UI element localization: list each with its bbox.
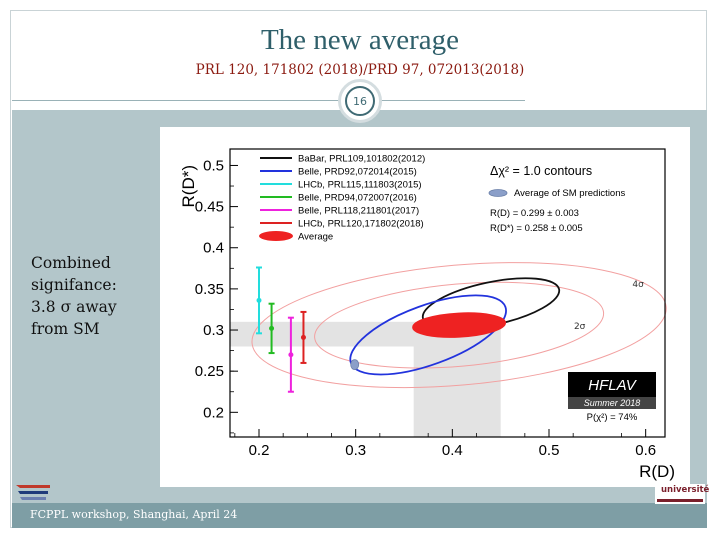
chart-card: 2σ 4σ 0.2 0.3 0.4 0.5 0.6 0.2 0.25 0.3 0.35 0.4 0.45… bbox=[160, 127, 690, 487]
plot-frame bbox=[229, 148, 666, 438]
x-tick-label: 0.3 bbox=[345, 442, 366, 459]
university-logo-text: université bbox=[661, 485, 710, 495]
page-number: 16 bbox=[345, 86, 375, 116]
x-tick-label: 0.4 bbox=[442, 442, 463, 459]
y-axis-label: R(D*) bbox=[179, 165, 198, 208]
sm-legend-swatch bbox=[488, 189, 508, 197]
side-note-line: Combined bbox=[31, 254, 111, 272]
sigma-contour bbox=[251, 262, 667, 389]
sm-legend-label: Average of SM predictions bbox=[514, 188, 625, 199]
x-tick-label: 0.6 bbox=[635, 442, 656, 459]
header-rule bbox=[12, 100, 525, 101]
footer-text: FCPPL workshop, Shanghai, April 24 bbox=[30, 508, 238, 521]
legend-label: Belle, PRD92,072014(2015) bbox=[298, 167, 417, 178]
measurement-point bbox=[256, 297, 262, 303]
legend-swatch bbox=[259, 231, 293, 241]
y-tick-label: 0.3 bbox=[203, 322, 224, 339]
legend-label: LHCb, PRL120,171802(2018) bbox=[298, 219, 424, 230]
measurement-point bbox=[288, 352, 294, 358]
y-tick-label: 0.35 bbox=[195, 281, 224, 298]
hflav-name: HFLAV bbox=[588, 377, 638, 394]
sm-prediction-point bbox=[350, 359, 360, 370]
slide-title: The new average bbox=[260, 24, 460, 56]
legend-label: LHCb, PRL115,111803(2015) bbox=[298, 180, 422, 191]
y-tick-label: 0.2 bbox=[203, 404, 224, 421]
y-tick-label: 0.45 bbox=[195, 199, 224, 216]
y-tick-label: 0.25 bbox=[195, 363, 224, 380]
side-note: Combined signifance: 3.8 σ away from SM bbox=[31, 252, 151, 340]
hflav-edition: Summer 2018 bbox=[584, 398, 641, 408]
hflav-badge bbox=[568, 372, 656, 397]
chart-svg: 2σ 4σ 0.2 0.3 0.4 0.5 0.6 0.2 0.25 0.3 0.35 0.4 0.45… bbox=[179, 148, 675, 481]
sigma-label: 2σ bbox=[574, 322, 586, 332]
footer-bar bbox=[12, 503, 707, 528]
sigma-contour bbox=[314, 281, 605, 369]
hflav-edition-bar bbox=[568, 397, 656, 409]
page-number-badge: 16 bbox=[338, 79, 382, 123]
side-note-line: from SM bbox=[31, 320, 100, 338]
average-ellipse bbox=[412, 312, 507, 338]
legend-label: Belle, PRL118,211801(2017) bbox=[298, 206, 419, 217]
x-tick-label: 0.5 bbox=[539, 442, 560, 459]
university-logo-icon: université bbox=[655, 484, 709, 504]
legend-label: BaBar, PRL109,101802(2012) bbox=[298, 154, 425, 165]
side-note-line: signifance: bbox=[31, 276, 117, 294]
measurement-point bbox=[269, 325, 275, 331]
sm-rdstar-text: R(D*) = 0.258 ± 0.005 bbox=[490, 223, 583, 234]
x-axis-label: R(D) bbox=[639, 462, 675, 481]
legend-label: Average bbox=[298, 232, 333, 243]
slide-subtitle: PRL 120, 171802 (2018)/PRD 97, 072013(20… bbox=[195, 62, 525, 78]
sigma-label: 4σ bbox=[632, 280, 644, 290]
contour-header: Δχ² = 1.0 contours bbox=[490, 164, 592, 178]
side-note-line: 3.8 σ away bbox=[31, 298, 117, 316]
y-tick-label: 0.5 bbox=[203, 157, 224, 174]
sm-rd-text: R(D) = 0.299 ± 0.003 bbox=[490, 208, 579, 219]
x-tick-label: 0.2 bbox=[249, 442, 270, 459]
hflav-pvalue: P(χ²) = 74% bbox=[587, 412, 638, 423]
y-tick-label: 0.4 bbox=[203, 240, 224, 257]
legend-label: Belle, PRD94,072007(2016) bbox=[298, 193, 417, 204]
measurement-point bbox=[300, 334, 306, 340]
slide-header: The new average PRL 120, 171802 (2018)/P… bbox=[0, 0, 720, 100]
cac-logo-icon bbox=[16, 485, 50, 500]
